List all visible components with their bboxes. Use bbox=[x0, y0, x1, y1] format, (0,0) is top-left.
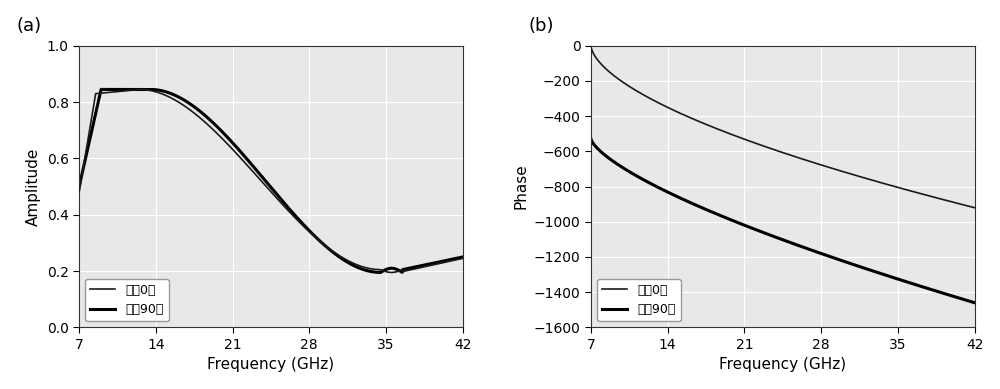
Text: (b): (b) bbox=[529, 17, 554, 35]
Legend: 旋转0度, 旋转90度: 旋转0度, 旋转90度 bbox=[85, 279, 169, 321]
Line: 旋转90度: 旋转90度 bbox=[79, 89, 463, 272]
Line: 旋转0度: 旋转0度 bbox=[591, 46, 975, 208]
旋转90度 bbox=[957, 297, 969, 302]
旋转90度 bbox=[260, 179, 272, 184]
旋转90度 bbox=[761, 232, 773, 237]
旋转90度 bbox=[887, 275, 899, 280]
旋转90度 bbox=[446, 257, 458, 261]
旋转90度 bbox=[446, 257, 458, 261]
旋转0度 bbox=[772, 149, 784, 153]
旋转0度 bbox=[969, 205, 981, 210]
Text: (a): (a) bbox=[17, 17, 42, 35]
旋转90度 bbox=[376, 270, 388, 274]
旋转0度 bbox=[957, 202, 969, 207]
旋转0度 bbox=[386, 270, 398, 275]
旋转90度 bbox=[457, 255, 469, 259]
旋转0度 bbox=[957, 203, 969, 207]
旋转90度 bbox=[969, 300, 981, 305]
旋转90度 bbox=[93, 98, 105, 102]
旋转0度 bbox=[605, 71, 617, 75]
旋转90度 bbox=[95, 87, 107, 92]
旋转0度 bbox=[375, 268, 387, 272]
旋转90度 bbox=[374, 270, 386, 275]
Line: 旋转90度: 旋转90度 bbox=[591, 139, 975, 303]
Y-axis label: Phase: Phase bbox=[513, 164, 528, 209]
旋转90度 bbox=[957, 297, 969, 301]
旋转0度 bbox=[73, 190, 85, 194]
X-axis label: Frequency (GHz): Frequency (GHz) bbox=[207, 357, 335, 372]
旋转90度 bbox=[585, 137, 597, 141]
旋转90度 bbox=[73, 184, 85, 189]
Legend: 旋转0度, 旋转90度: 旋转0度, 旋转90度 bbox=[597, 279, 681, 321]
旋转0度 bbox=[250, 172, 262, 177]
旋转0度 bbox=[260, 184, 272, 188]
旋转90度 bbox=[605, 157, 617, 162]
旋转0度 bbox=[134, 87, 146, 92]
旋转0度 bbox=[887, 184, 899, 188]
旋转0度 bbox=[457, 256, 469, 261]
旋转90度 bbox=[772, 235, 784, 240]
旋转90度 bbox=[250, 167, 262, 172]
旋转0度 bbox=[761, 145, 773, 150]
旋转0度 bbox=[585, 44, 597, 48]
旋转0度 bbox=[446, 258, 458, 263]
旋转0度 bbox=[93, 91, 105, 96]
Line: 旋转0度: 旋转0度 bbox=[79, 89, 463, 272]
Y-axis label: Amplitude: Amplitude bbox=[26, 147, 41, 226]
旋转0度 bbox=[446, 258, 458, 263]
X-axis label: Frequency (GHz): Frequency (GHz) bbox=[719, 357, 846, 372]
